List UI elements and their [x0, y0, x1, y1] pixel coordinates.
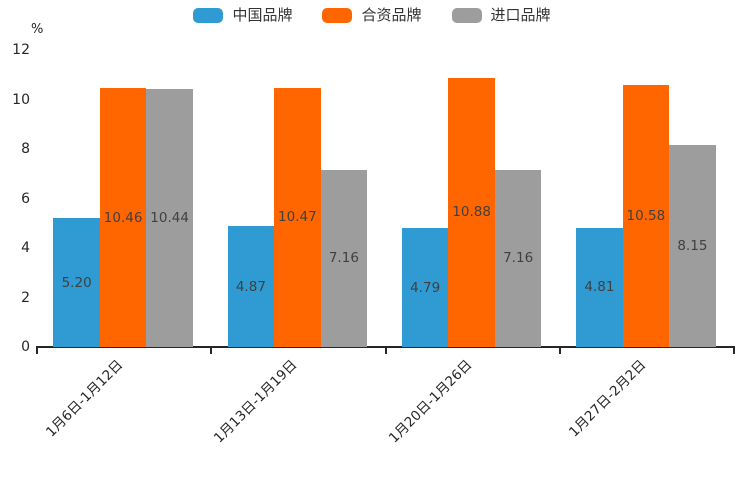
- legend-label: 进口品牌: [490, 6, 551, 24]
- bar-value-label: 7.16: [503, 250, 534, 267]
- x-axis-tick: [733, 348, 735, 354]
- x-axis-tick: [210, 348, 213, 354]
- y-axis-tick-label: 8: [21, 141, 30, 157]
- bar-进口品牌-3: [669, 145, 716, 347]
- bar-value-label: 10.46: [103, 209, 143, 226]
- legend-swatch: [322, 8, 353, 23]
- bar-value-label: 4.79: [410, 279, 441, 296]
- x-axis-label: 1月13日-1月19日: [211, 357, 301, 447]
- y-axis-tick-label: 2: [21, 289, 30, 306]
- y-axis-tick-label: 0: [21, 339, 30, 355]
- legend-item-1: 合资品牌: [322, 6, 422, 24]
- bar-中国品牌-0: [53, 218, 100, 347]
- y-axis-tick-label: 10: [12, 91, 30, 108]
- bar-value-label: 10.44: [150, 209, 189, 226]
- bar-进口品牌-1: [320, 169, 368, 347]
- bar-value-label: 5.20: [61, 274, 92, 291]
- legend-label: 合资品牌: [361, 6, 422, 24]
- legend-item-2: 进口品牌: [451, 6, 551, 24]
- x-axis-label: 1月20日-1月26日: [385, 357, 475, 447]
- bar-进口品牌-2: [494, 169, 542, 347]
- bar-中国品牌-3: [576, 227, 623, 347]
- legend-swatch: [451, 8, 482, 23]
- bar-value-label: 7.16: [328, 250, 359, 267]
- x-axis-line: [36, 346, 735, 348]
- x-axis-label: 1月6日-1月12日: [43, 357, 127, 441]
- bar-合资品牌-2: [448, 77, 495, 347]
- y-axis-tick-label: 4: [21, 240, 30, 256]
- bar-中国品牌-2: [401, 228, 449, 347]
- bar-value-label: 8.15: [677, 238, 708, 255]
- chart-legend: 中国品牌 合资品牌 进口品牌: [0, 8, 744, 23]
- bar-合资品牌-3: [622, 85, 670, 347]
- legend-label: 中国品牌: [232, 6, 293, 24]
- bar-value-label: 4.87: [235, 278, 266, 295]
- x-axis-label: 1月27日-2月2日: [565, 357, 650, 441]
- bar-value-label: 10.47: [278, 209, 317, 226]
- y-axis-tick-label: 6: [21, 190, 30, 207]
- x-axis-tick: [36, 348, 38, 354]
- x-axis-tick: [384, 348, 387, 354]
- bar-value-label: 4.81: [584, 279, 615, 296]
- bar-合资品牌-0: [99, 88, 147, 347]
- legend-swatch: [193, 8, 224, 23]
- bar-进口品牌-0: [146, 88, 193, 347]
- bar-value-label: 10.88: [452, 204, 491, 221]
- bar-合资品牌-1: [274, 87, 321, 347]
- legend-item-0: 中国品牌: [193, 8, 292, 23]
- bar-中国品牌-1: [227, 226, 275, 347]
- y-axis-unit-label: %: [31, 22, 44, 37]
- bar-value-label: 10.58: [626, 208, 666, 225]
- x-axis-tick: [558, 348, 561, 354]
- y-axis-tick-label: 12: [12, 42, 30, 58]
